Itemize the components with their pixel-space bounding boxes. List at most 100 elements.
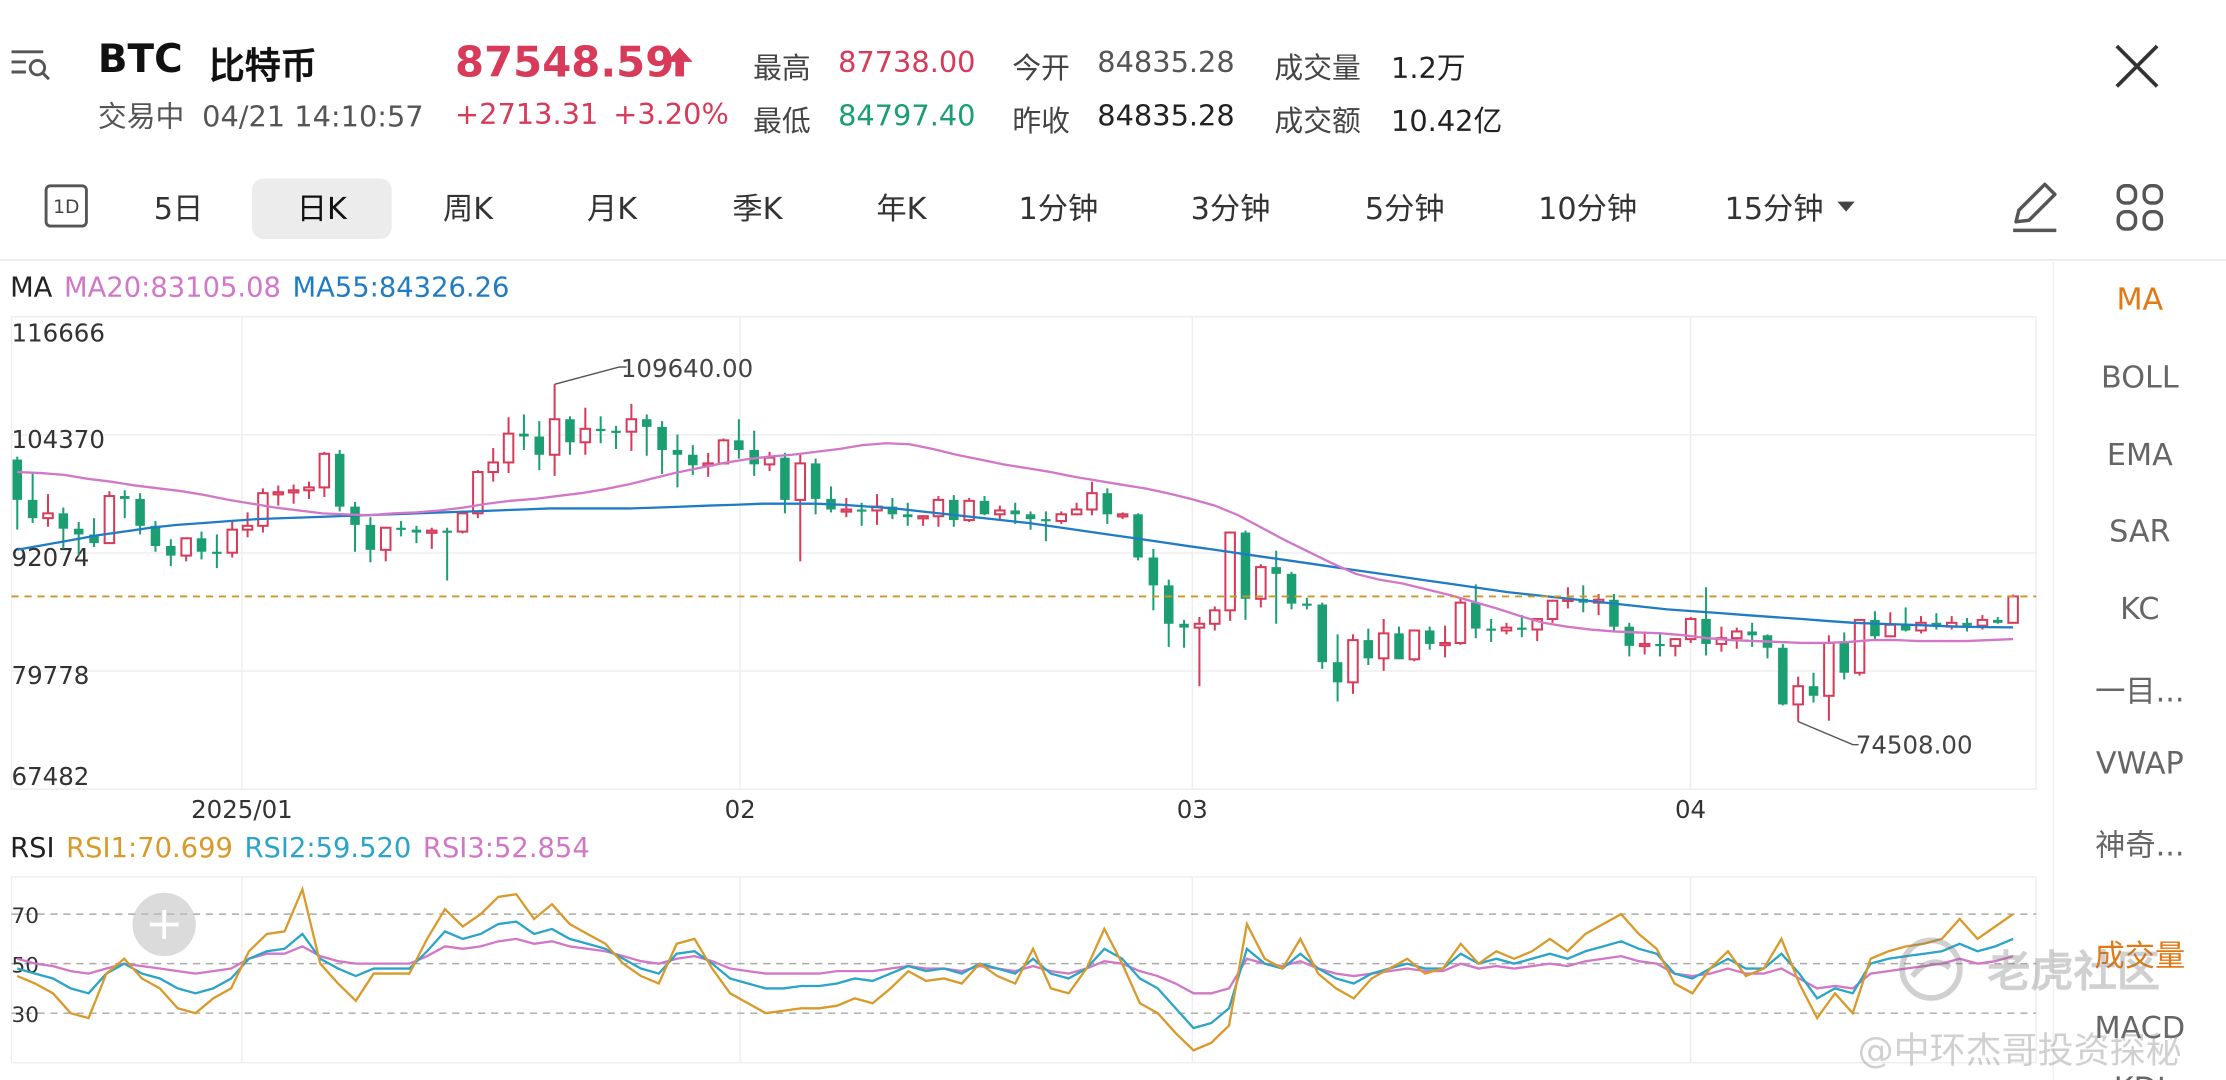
tab-10min[interactable]: 10分钟 — [1538, 191, 1638, 227]
candle-body — [1808, 686, 1819, 696]
tab-15min[interactable]: 15分钟 — [1724, 191, 1824, 227]
candle-body — [565, 419, 575, 443]
zoom-button[interactable] — [132, 892, 196, 957]
candle-body — [519, 433, 529, 437]
candle-body — [794, 462, 807, 501]
prev-close-label: 昨收 — [1012, 103, 1070, 139]
candle-body — [1624, 626, 1635, 646]
rsi-legend-label: RSI — [10, 832, 55, 865]
candle-body — [1669, 638, 1682, 647]
tab-weekly-k[interactable]: 周K — [442, 191, 494, 227]
tab-3min[interactable]: 3分钟 — [1190, 191, 1271, 227]
x-tick-label: 03 — [1177, 795, 1208, 824]
candle-body — [365, 524, 376, 550]
pencil-icon[interactable] — [2007, 179, 2062, 237]
tab-1min[interactable]: 1分钟 — [1018, 191, 1099, 227]
rsi1-legend: RSI1:70.699 — [66, 832, 233, 865]
candle-body — [1609, 599, 1619, 627]
candle-body — [226, 528, 238, 554]
candle-body — [379, 526, 392, 551]
stock-name: 比特币 — [208, 44, 317, 87]
x-tick-label: 02 — [725, 795, 756, 824]
indicator-kc[interactable]: KC — [2120, 591, 2160, 627]
indicator-volume[interactable]: 成交量 — [2094, 938, 2186, 974]
chevron-down-icon[interactable] — [1836, 200, 1856, 214]
status-datetime: 04/21 14:10:57 — [202, 99, 424, 134]
candle-body — [1025, 514, 1036, 520]
candle-body — [1070, 508, 1083, 516]
candle-body — [1179, 623, 1189, 628]
menu-search-icon[interactable] — [9, 43, 52, 86]
candle-body — [196, 538, 207, 552]
x-tick-label: 04 — [1675, 795, 1706, 824]
candle-body — [1993, 619, 2003, 623]
candle-body — [1224, 531, 1236, 612]
candle-body — [1193, 622, 1206, 629]
candle-body — [579, 427, 592, 444]
turnover-label: 成交额 — [1274, 103, 1361, 139]
high-label: 最高 — [753, 50, 811, 85]
candle-body — [27, 499, 38, 519]
tab-monthly-k[interactable]: 月K — [586, 191, 638, 227]
tab-5min[interactable]: 5分钟 — [1364, 191, 1445, 227]
grid-icon[interactable] — [2114, 181, 2166, 233]
candle-body — [734, 440, 744, 450]
candle-body — [1377, 632, 1390, 660]
last-price: 87548.59 — [455, 37, 675, 87]
tab-daily-k[interactable]: 日K — [252, 178, 392, 240]
tab-yearly-k[interactable]: 年K — [876, 191, 927, 227]
candle-body — [1041, 519, 1051, 522]
candle-body — [780, 457, 790, 500]
price-change: +2713.31 +3.20% — [455, 96, 729, 131]
candle-body — [1915, 621, 1927, 632]
candle-body — [932, 498, 945, 518]
rsi2-line — [16, 920, 2014, 1030]
candle-body — [1500, 626, 1513, 632]
close-icon[interactable] — [2111, 40, 2163, 92]
indicator-boll[interactable]: BOLL — [2100, 360, 2179, 395]
ma-legend: MA MA20:83105.08 MA55:84326.26 — [10, 272, 509, 304]
candle-body — [1517, 627, 1527, 630]
candle-body — [1546, 599, 1559, 620]
candle-body — [303, 486, 315, 492]
candle-body — [994, 509, 1006, 516]
candle-body — [917, 515, 929, 520]
candle-body — [979, 500, 990, 515]
candle-body — [717, 439, 730, 465]
prev-close-value: 84835.28 — [1097, 97, 1235, 133]
tabs-divider — [0, 259, 2226, 261]
candle-body — [12, 459, 23, 500]
open-label: 今开 — [1012, 50, 1070, 85]
candle-body — [42, 512, 54, 520]
candle-body — [1731, 630, 1743, 640]
indicator-magic[interactable]: 神奇... — [2095, 828, 2185, 863]
candle-body — [58, 513, 69, 529]
candle-body — [1823, 641, 1835, 697]
indicator-sar[interactable]: SAR — [2109, 514, 2171, 549]
tab-5d[interactable]: 5日 — [153, 191, 204, 227]
indicator-ma[interactable]: MA — [2116, 282, 2164, 317]
candle-body — [1454, 601, 1467, 644]
indicator-ema[interactable]: EMA — [2106, 437, 2173, 473]
candle-body — [963, 499, 975, 522]
indicator-kdj[interactable]: KDJ — [2056, 1071, 2223, 1080]
indicator-vwap[interactable]: VWAP — [2095, 745, 2184, 781]
candle-body — [1792, 685, 1804, 706]
candle-body — [856, 509, 867, 512]
candle-body — [810, 463, 821, 499]
x-tick-label: 2025/01 — [191, 795, 293, 824]
candle-body — [396, 527, 406, 530]
indicator-ichimoku[interactable]: 一目... — [2095, 673, 2185, 709]
low-annotation-leader — [1797, 720, 1859, 746]
candle-body — [1976, 618, 1989, 627]
y-tick-label: 104370 — [12, 425, 105, 454]
candle-body — [1424, 630, 1435, 644]
change-value: +2713.31 — [455, 96, 599, 132]
indicator-macd[interactable]: MACD — [2094, 1010, 2186, 1046]
tab-1d[interactable]: 1D — [44, 184, 88, 228]
candle-body — [1347, 639, 1359, 684]
low-annotation-label: 74508.00 — [1856, 730, 1973, 759]
tab-quarterly-k[interactable]: 季K — [732, 191, 783, 227]
volume-label: 成交量 — [1274, 50, 1361, 85]
